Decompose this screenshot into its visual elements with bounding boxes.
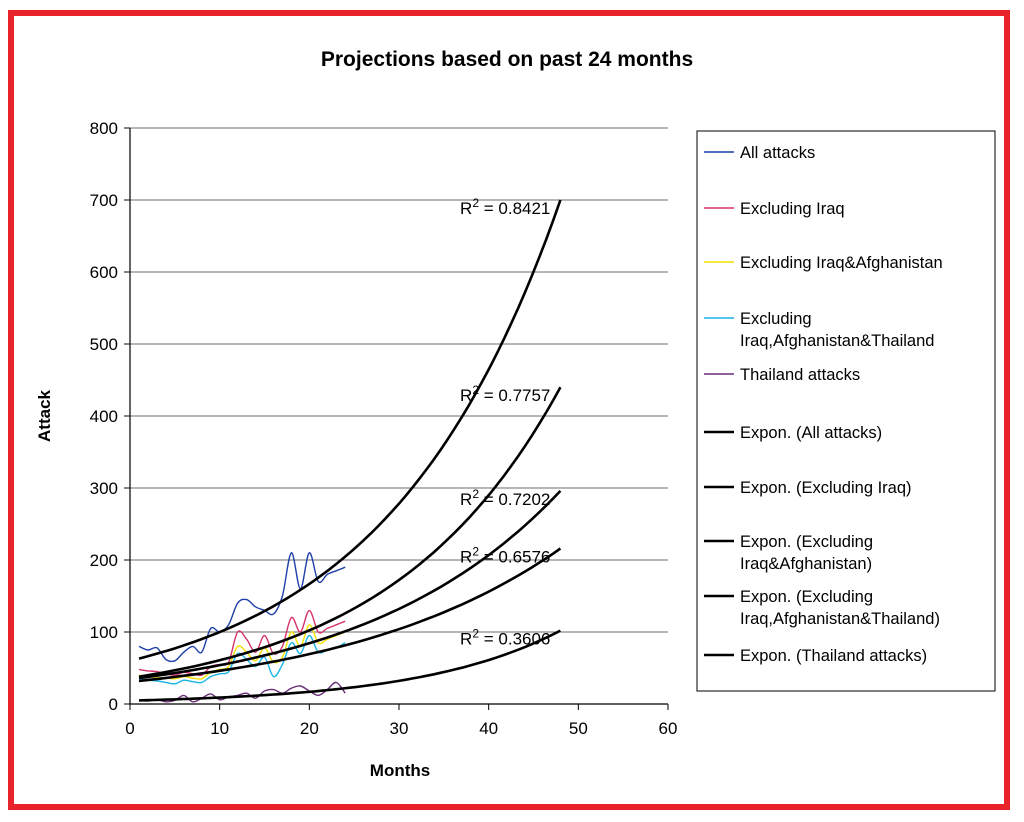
series-5-r2-label: R2 = 0.8421 bbox=[460, 196, 550, 218]
series-7-r2-value: = 0.7202 bbox=[479, 490, 550, 509]
legend-label: Expon. (Excluding Iraq) bbox=[740, 479, 912, 497]
x-tick-label: 0 bbox=[125, 719, 134, 738]
series-7-r2-label: R2 = 0.7202 bbox=[460, 487, 550, 509]
series-7-r2-superscript: 2 bbox=[472, 487, 479, 501]
series-9-trendline bbox=[138, 629, 561, 702]
legend-label: Iraq,Afghanistan&Thailand bbox=[740, 332, 934, 350]
series-9-r2-value: = 0.3606 bbox=[479, 630, 550, 649]
legend-label: Excluding Iraq&Afghanistan bbox=[740, 254, 943, 272]
legend-box bbox=[696, 130, 996, 692]
series-0-line bbox=[138, 552, 346, 663]
x-axis-title: Months bbox=[370, 761, 430, 780]
x-tick-label: 30 bbox=[390, 719, 409, 738]
legend-label: Excluding Iraq bbox=[740, 200, 845, 218]
series-6-trendline bbox=[138, 386, 562, 678]
series-9-r2-superscript: 2 bbox=[472, 627, 479, 641]
series-5-trendline bbox=[138, 199, 562, 660]
r2-label-layer: R2 = 0.8421 R2 = 0.7757 R2 = 0.7202 R2 = 0.… bbox=[460, 196, 550, 649]
y-tick-label: 700 bbox=[90, 191, 118, 210]
legend-label: Excluding bbox=[740, 310, 812, 328]
legend-label: Thailand attacks bbox=[740, 366, 860, 384]
x-tick-label: 60 bbox=[659, 719, 678, 738]
legend-label: Expon. (Excluding bbox=[740, 533, 873, 551]
y-tick-label: 300 bbox=[90, 479, 118, 498]
legend-label: Iraq,Afghanistan&Thailand) bbox=[740, 610, 940, 628]
grid-layer bbox=[130, 127, 668, 633]
chart-title: Projections based on past 24 months bbox=[321, 48, 693, 71]
x-tick-label: 20 bbox=[300, 719, 319, 738]
legend-label: Expon. (Excluding bbox=[740, 588, 873, 606]
x-tick-label: 10 bbox=[210, 719, 229, 738]
y-tick-label: 400 bbox=[90, 407, 118, 426]
legend-label: All attacks bbox=[740, 144, 815, 162]
series-2-line bbox=[138, 624, 346, 680]
series-6-r2-label: R2 = 0.7757 bbox=[460, 383, 550, 405]
series-9-r2-label: R2 = 0.3606 bbox=[460, 627, 550, 649]
y-tick-label: 100 bbox=[90, 623, 118, 642]
x-tick-label: 50 bbox=[569, 719, 588, 738]
series-5-r2-value: = 0.8421 bbox=[479, 199, 550, 218]
y-axis-title: Attack bbox=[35, 389, 54, 442]
axis-layer: 0 100 200 300 400 500 600 700 800 0 10 20 30 40 50 60 bbox=[90, 119, 678, 738]
y-tick-label: 500 bbox=[90, 335, 118, 354]
x-tick-label: 40 bbox=[479, 719, 498, 738]
series-6-r2-superscript: 2 bbox=[472, 383, 479, 397]
series-8-r2-value: = 0.6576 bbox=[479, 547, 550, 566]
series-7-trendline bbox=[138, 490, 562, 680]
legend-label: Expon. (Thailand attacks) bbox=[740, 647, 927, 665]
y-tick-label: 600 bbox=[90, 263, 118, 282]
y-tick-label: 800 bbox=[90, 119, 118, 138]
series-1-line bbox=[138, 609, 346, 677]
y-tick-label: 200 bbox=[90, 551, 118, 570]
series-8-r2-label: R2 = 0.6576 bbox=[460, 544, 550, 566]
legend-label: Iraq&Afghanistan) bbox=[740, 555, 872, 573]
series-layer bbox=[138, 199, 562, 703]
series-8-r2-superscript: 2 bbox=[472, 544, 479, 558]
series-6-r2-value: = 0.7757 bbox=[479, 386, 550, 405]
y-tick-label: 0 bbox=[109, 695, 118, 714]
legend: All attacks Excluding Iraq Excluding Iraq&… bbox=[696, 130, 996, 692]
series-8-trendline bbox=[138, 547, 562, 683]
series-5-r2-superscript: 2 bbox=[472, 196, 479, 210]
legend-label: Expon. (All attacks) bbox=[740, 424, 882, 442]
